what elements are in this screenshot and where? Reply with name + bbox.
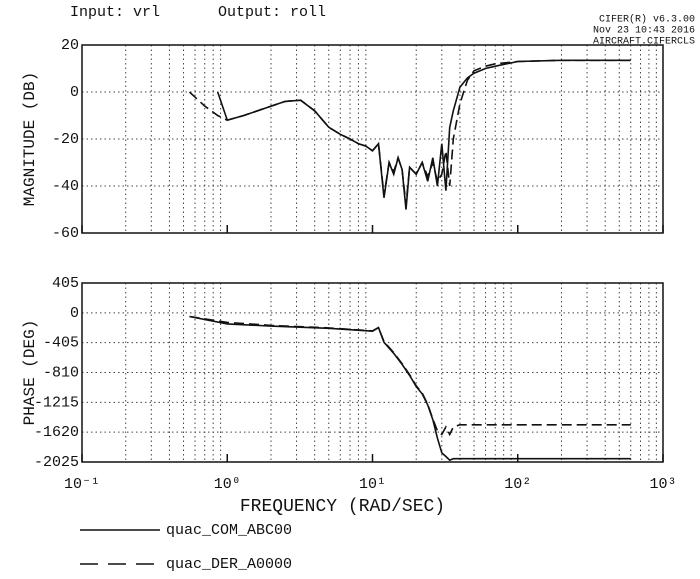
y-tick-label: -40 [52,178,79,195]
data-line [189,315,631,462]
y-axis-label: PHASE (DEG) [21,320,39,426]
y-tick-label: -1215 [34,394,79,411]
y-tick-label: 20 [61,37,79,54]
y-tick-label: -1620 [34,424,79,441]
plot-frame [81,44,664,234]
data-line [188,59,631,205]
output-label: Output: roll [218,4,326,21]
input-label: Input: vrl [70,4,160,21]
software-label: CIFER(R) v6.3.00 [599,14,695,26]
file-label: AIRCRAFT.CIFERCLS [593,37,695,48]
y-axis-label: MAGNITUDE (DB) [21,72,39,206]
x-tick-label: 10¹ [359,476,386,493]
y-tick-label: 0 [70,305,79,322]
y-tick-label: -405 [43,335,79,352]
legend-label: quac_DER_A0000 [166,556,292,573]
x-tick-label: 10⁻¹ [64,476,100,493]
plot-frame [81,282,664,463]
y-tick-label: -2025 [34,454,79,471]
y-tick-label: -60 [52,225,79,242]
data-line [216,59,631,210]
x-tick-label: 10⁰ [214,476,241,493]
x-tick-label: 10³ [649,476,676,493]
date-label: Nov 23 10:43 2016 [593,26,695,37]
data-line [189,315,631,437]
y-tick-label: -810 [43,364,79,381]
y-tick-label: -20 [52,131,79,148]
y-tick-label: 405 [52,275,79,292]
x-tick-label: 10² [504,476,531,493]
legend-label: quac_COM_ABC00 [166,522,292,539]
x-axis-label: FREQUENCY (RAD/SEC) [240,497,445,517]
y-tick-label: 0 [70,84,79,101]
